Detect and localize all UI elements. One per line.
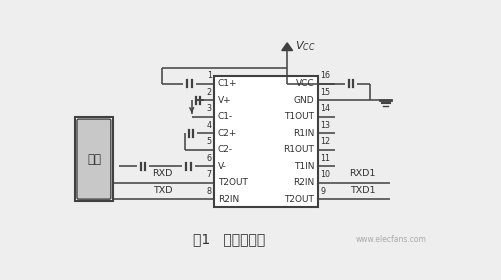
Text: 13: 13 [320,121,330,130]
Text: GND: GND [294,96,314,105]
Text: 6: 6 [207,154,212,163]
Text: C1+: C1+ [218,79,237,88]
Text: RXD: RXD [152,169,173,178]
Text: 串口: 串口 [87,153,101,165]
Text: 3: 3 [207,104,212,113]
Text: 12: 12 [320,137,331,146]
Polygon shape [282,43,293,50]
Text: T2OUT: T2OUT [218,178,248,187]
Text: 15: 15 [320,88,331,97]
Text: TXD1: TXD1 [350,186,375,195]
Text: TXD: TXD [153,186,172,195]
Text: V+: V+ [218,96,231,105]
Text: R1IN: R1IN [293,129,314,138]
Text: T1IN: T1IN [294,162,314,171]
Text: 16: 16 [320,71,330,80]
Text: R2IN: R2IN [293,178,314,187]
Text: $V_{CC}$: $V_{CC}$ [295,39,315,53]
Text: 9: 9 [320,187,326,196]
Text: C2-: C2- [218,145,233,154]
Text: C1-: C1- [218,112,233,121]
Text: RXD1: RXD1 [350,169,376,178]
Bar [214,76,318,207]
Text: 7: 7 [206,170,212,179]
Text: T1OUT: T1OUT [284,112,314,121]
Text: R1OUT: R1OUT [283,145,314,154]
Text: 8: 8 [207,187,212,196]
Text: C2+: C2+ [218,129,237,138]
Text: 图1   电路原理图: 图1 电路原理图 [193,232,266,246]
Text: V-: V- [218,162,227,171]
Bar [75,117,113,201]
Text: 4: 4 [207,121,212,130]
Text: T2OUT: T2OUT [284,195,314,204]
Text: VCC: VCC [296,79,314,88]
Text: 5: 5 [206,137,212,146]
FancyBboxPatch shape [77,119,111,199]
Text: www.elecfans.com: www.elecfans.com [356,235,426,244]
Text: 14: 14 [320,104,330,113]
Text: 11: 11 [320,154,330,163]
Text: 10: 10 [320,170,330,179]
Text: R2IN: R2IN [218,195,239,204]
Text: 2: 2 [206,88,212,97]
Text: 1: 1 [207,71,212,80]
